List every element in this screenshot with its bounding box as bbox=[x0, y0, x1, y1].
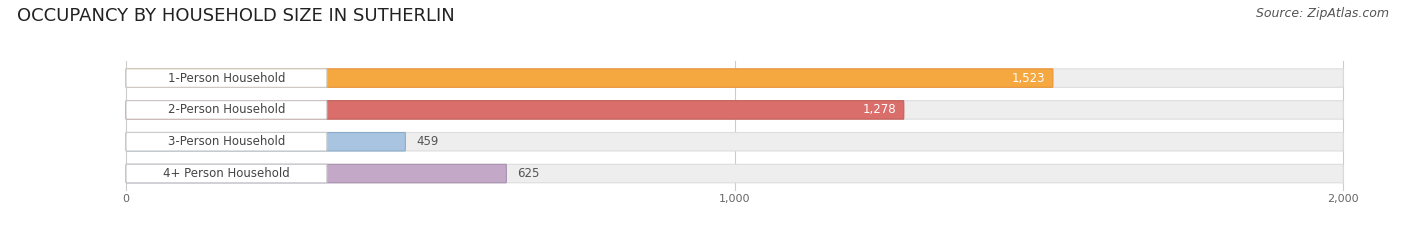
FancyBboxPatch shape bbox=[127, 164, 1343, 183]
Text: 1,278: 1,278 bbox=[863, 103, 897, 116]
Text: 1-Person Household: 1-Person Household bbox=[167, 72, 285, 85]
FancyBboxPatch shape bbox=[127, 164, 506, 183]
FancyBboxPatch shape bbox=[127, 133, 326, 151]
FancyBboxPatch shape bbox=[127, 133, 1343, 151]
FancyBboxPatch shape bbox=[127, 101, 326, 119]
FancyBboxPatch shape bbox=[127, 164, 326, 183]
Text: 1,523: 1,523 bbox=[1012, 72, 1046, 85]
FancyBboxPatch shape bbox=[127, 69, 1343, 87]
Text: Source: ZipAtlas.com: Source: ZipAtlas.com bbox=[1256, 7, 1389, 20]
FancyBboxPatch shape bbox=[127, 133, 405, 151]
FancyBboxPatch shape bbox=[127, 101, 1343, 119]
FancyBboxPatch shape bbox=[127, 101, 904, 119]
FancyBboxPatch shape bbox=[127, 69, 326, 87]
FancyBboxPatch shape bbox=[127, 69, 1053, 87]
Text: 2-Person Household: 2-Person Household bbox=[167, 103, 285, 116]
Text: 3-Person Household: 3-Person Household bbox=[167, 135, 285, 148]
Text: 4+ Person Household: 4+ Person Household bbox=[163, 167, 290, 180]
Text: 625: 625 bbox=[517, 167, 540, 180]
Text: 459: 459 bbox=[416, 135, 439, 148]
Text: OCCUPANCY BY HOUSEHOLD SIZE IN SUTHERLIN: OCCUPANCY BY HOUSEHOLD SIZE IN SUTHERLIN bbox=[17, 7, 454, 25]
